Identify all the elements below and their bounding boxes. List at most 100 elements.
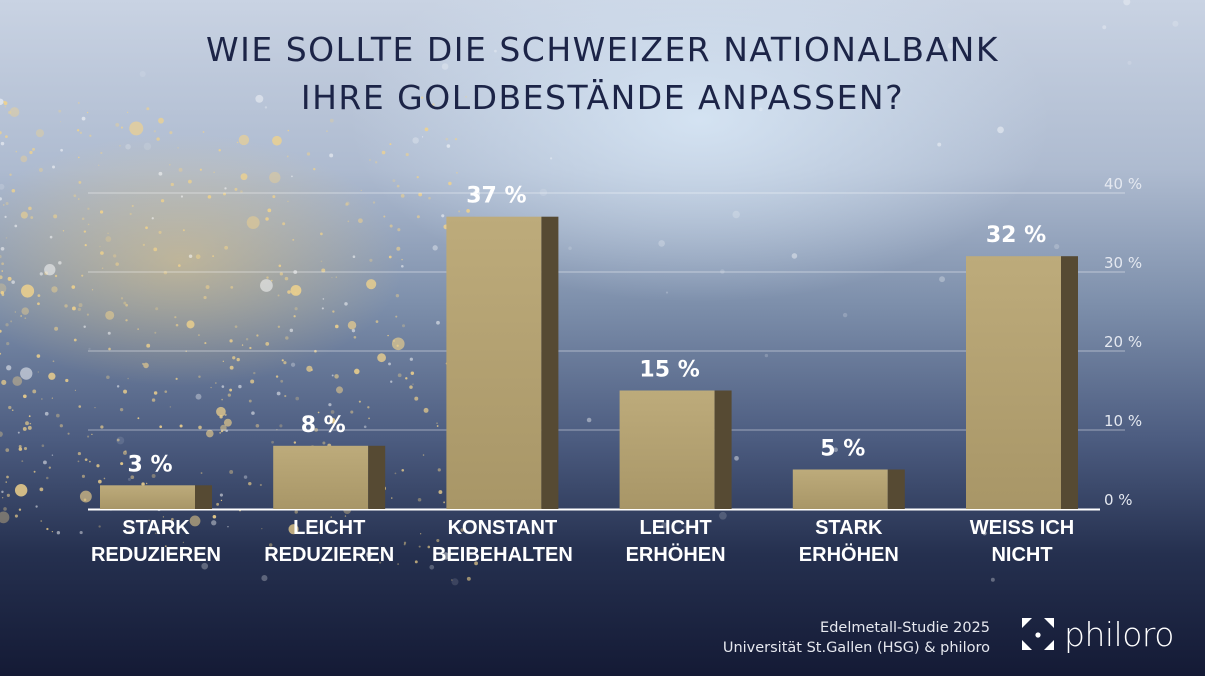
sparkle: [143, 362, 149, 369]
sparkle: [156, 137, 160, 141]
sparkle: [347, 321, 357, 330]
sparkle: [125, 319, 128, 322]
sparkle: [335, 324, 339, 329]
sparkle: [178, 167, 183, 172]
sparkle: [253, 371, 256, 375]
category-label: LEICHT: [639, 517, 711, 539]
sparkle: [18, 508, 22, 511]
sparkle: [414, 396, 419, 401]
sparkle: [122, 450, 127, 455]
sparkle: [284, 276, 289, 281]
sparkle: [1, 270, 4, 272]
sparkle: [314, 349, 317, 353]
sparkle: [326, 130, 328, 132]
sparkle: [241, 344, 244, 346]
data-label: 15 %: [639, 358, 699, 383]
sparkle: [78, 405, 82, 408]
sparkle: [314, 427, 319, 432]
sparkle: [33, 470, 36, 473]
sparkle: [400, 193, 405, 198]
sparkle: [255, 423, 260, 428]
sparkle: [375, 161, 378, 164]
sparkle: [377, 353, 386, 363]
sparkle: [216, 502, 220, 506]
sparkle: [18, 444, 22, 448]
data-label: 32 %: [986, 223, 1046, 248]
sparkle: [79, 490, 92, 503]
bar-front: [619, 390, 715, 509]
sparkle: [412, 383, 414, 385]
sparkle: [115, 122, 120, 127]
bokeh-dot: [451, 578, 459, 586]
sparkle: [115, 262, 119, 266]
sparkle: [14, 311, 16, 313]
bokeh-dot: [195, 393, 202, 400]
sparkle: [20, 315, 23, 317]
sparkle: [409, 385, 413, 389]
sparkle: [141, 482, 145, 486]
sparkle: [103, 477, 106, 480]
sparkle: [11, 409, 14, 412]
bokeh-dot: [658, 240, 665, 247]
sparkle: [392, 339, 396, 343]
sparkle: [83, 498, 87, 502]
sparkle: [142, 243, 146, 247]
sparkle: [40, 520, 43, 522]
category-label: STARK: [122, 517, 190, 539]
sparkle: [154, 331, 157, 334]
sparkle: [188, 254, 193, 258]
sparkle: [347, 220, 350, 223]
sparkle: [472, 190, 481, 198]
sparkle: [153, 247, 158, 252]
sparkle: [86, 313, 90, 316]
sparkle: [261, 527, 263, 530]
sparkle: [25, 421, 29, 426]
sparkle: [24, 317, 27, 320]
sparkle: [100, 251, 104, 255]
sparkle: [78, 198, 80, 200]
sparkle: [49, 235, 53, 239]
bokeh-dot: [412, 137, 419, 144]
sparkle: [366, 279, 377, 290]
sparkle: [397, 373, 402, 378]
sparkle: [78, 180, 82, 184]
sparkle: [466, 576, 471, 581]
sparkle: [113, 254, 117, 258]
sparkle: [52, 360, 55, 363]
bar-side: [714, 390, 732, 509]
sparkle: [420, 533, 422, 535]
sparkle: [162, 516, 165, 518]
sparkle: [20, 155, 28, 163]
sparkle: [76, 129, 80, 132]
sparkle: [127, 377, 129, 380]
bokeh-dot: [791, 253, 798, 259]
sparkle: [14, 484, 28, 497]
sparkle: [289, 328, 294, 333]
data-label: 3 %: [127, 452, 172, 477]
sparkle: [332, 310, 335, 313]
sparkle: [388, 255, 392, 259]
sparkle: [358, 400, 361, 403]
sparkle: [41, 444, 45, 448]
bokeh-dot: [939, 276, 946, 283]
sparkle: [238, 134, 250, 146]
sparkle: [21, 307, 29, 315]
sparkle: [229, 365, 234, 370]
sparkle: [127, 111, 129, 113]
sparkle: [234, 187, 238, 191]
sparkle: [292, 238, 295, 241]
sparkle: [251, 411, 255, 415]
sparkle: [179, 424, 183, 428]
bokeh-dot: [243, 475, 248, 479]
sparkle: [120, 297, 124, 300]
sparkle: [224, 187, 227, 190]
sparkle: [151, 398, 156, 402]
sparkle: [9, 107, 20, 117]
sparkle: [383, 215, 386, 218]
sparkle: [397, 228, 401, 232]
sparkle: [153, 391, 158, 395]
sparkle: [276, 429, 278, 431]
sparkle: [335, 386, 344, 394]
category-labels: STARK REDUZIEREN LEICHT REDUZIEREN KONSTANT B…: [91, 517, 1074, 566]
sparkle: [39, 487, 44, 492]
